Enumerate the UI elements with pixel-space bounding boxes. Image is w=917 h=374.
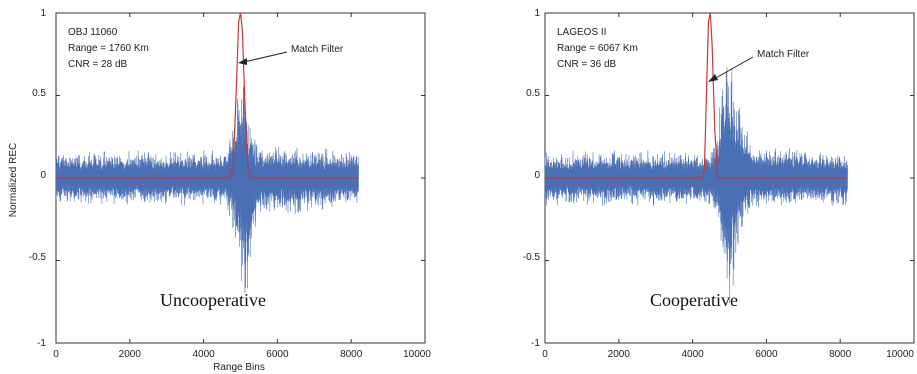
plot-marks <box>55 12 426 344</box>
y-tick-label: -1 <box>37 338 46 349</box>
y-axis-label: Normalized REC <box>8 143 19 217</box>
x-tick-label: 8000 <box>829 349 852 360</box>
info-line-range: Range = 1760 Km <box>68 43 149 54</box>
x-tick-label: 0 <box>53 349 59 360</box>
x-tick-label: 6000 <box>755 349 778 360</box>
x-axis-label: Range Bins <box>213 362 265 373</box>
y-tick-label: 0.5 <box>32 88 46 99</box>
x-tick-label: 4000 <box>681 349 704 360</box>
plot-cooperative: 1 0.5 0 -0.5 -1 0 2000 4000 6000 8000 10… <box>523 8 915 360</box>
annotation-match-filter: Match Filter <box>291 44 344 55</box>
annotation-arrow <box>243 51 288 63</box>
series-match-filter <box>545 12 848 179</box>
series-received-signal <box>55 84 359 294</box>
x-tick-label: 6000 <box>266 349 289 360</box>
annotation-arrowhead <box>708 74 718 82</box>
y-tick-label: 0 <box>534 170 540 181</box>
plot-marks <box>544 12 915 344</box>
caption-uncooperative: Uncooperative <box>160 290 266 310</box>
x-tick-label: 2000 <box>608 349 631 360</box>
y-tick-label: -0.5 <box>29 252 47 263</box>
series-received-signal <box>544 67 848 304</box>
y-tick-label: -1 <box>531 338 540 349</box>
plot-uncooperative: 1 0.5 0 -0.5 -1 0 2000 4000 6000 8000 10… <box>8 8 431 373</box>
x-tick-label: 8000 <box>340 349 363 360</box>
series-match-filter <box>56 12 359 179</box>
annotation-match-filter: Match Filter <box>757 49 810 60</box>
y-tick-label: 1 <box>534 8 540 19</box>
annotation-arrow <box>713 56 754 80</box>
x-tick-label: 2000 <box>119 349 142 360</box>
info-line-range: Range = 6067 Km <box>557 43 638 54</box>
x-tick-label: 10000 <box>403 349 431 360</box>
annotation-arrowhead <box>238 58 247 65</box>
y-tick-label: 0 <box>40 170 46 181</box>
info-line-object: LAGEOS II <box>557 27 606 38</box>
y-tick-label: 1 <box>40 8 46 19</box>
info-line-cnr: CNR = 36 dB <box>557 59 617 70</box>
y-tick-label: -0.5 <box>523 252 541 263</box>
x-tick-label: 10000 <box>886 349 914 360</box>
x-tick-label: 0 <box>542 349 548 360</box>
y-tick-label: 0.5 <box>526 88 540 99</box>
info-line-object: OBJ 11060 <box>68 27 118 38</box>
caption-cooperative: Cooperative <box>650 290 738 310</box>
x-tick-label: 4000 <box>192 349 215 360</box>
info-line-cnr: CNR = 28 dB <box>68 59 128 70</box>
